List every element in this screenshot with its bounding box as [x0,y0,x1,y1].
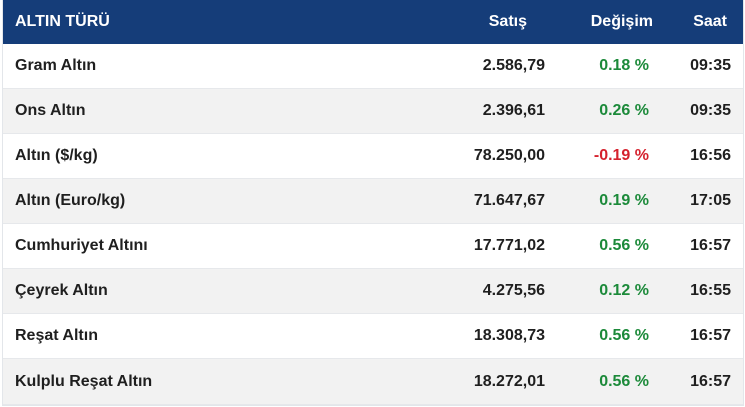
table-row[interactable]: Altın ($/kg) 78.250,00 -0.19 % 16:56 [3,134,743,179]
update-time: 09:35 [690,57,731,74]
update-time: 16:56 [690,147,731,164]
table-row[interactable]: Cumhuriyet Altını 17.771,02 0.56 % 16:57 [3,224,743,269]
update-time: 17:05 [690,192,731,209]
table-row[interactable]: Altın (Euro/kg) 71.647,67 0.19 % 17:05 [3,179,743,224]
table-header: ALTIN TÜRÜ Satış Değişim Saat [3,0,743,44]
change-percent: 0.56 % [599,237,649,254]
update-time: 16:55 [690,282,731,299]
update-time: 16:57 [690,237,731,254]
gold-type-name[interactable]: Cumhuriyet Altını [15,237,148,254]
table-row[interactable]: Gram Altın 2.586,79 0.18 % 09:35 [3,44,743,89]
header-time[interactable]: Saat [693,13,727,30]
sell-price: 17.771,02 [473,237,545,254]
sell-price: 2.396,61 [482,102,545,119]
header-gold-type[interactable]: ALTIN TÜRÜ [15,13,110,30]
update-time: 16:57 [690,372,731,390]
change-percent: -0.19 % [593,147,649,164]
update-time: 09:35 [690,102,731,119]
table-row[interactable]: Reşat Altın 18.308,73 0.56 % 16:57 [3,314,743,359]
sell-price: 4.275,56 [482,282,545,299]
change-percent: 0.18 % [599,57,649,74]
gold-type-name[interactable]: Gram Altın [15,57,97,74]
header-change[interactable]: Değişim [590,13,653,30]
change-percent: 0.26 % [599,102,649,119]
gold-type-name[interactable]: Ons Altın [15,102,86,119]
change-percent: 0.12 % [599,282,649,299]
change-percent: 0.56 % [599,372,649,390]
gold-type-name[interactable]: Reşat Altın [15,327,98,344]
gold-type-name[interactable]: Kulplu Reşat Altın [15,372,153,390]
gold-type-name[interactable]: Çeyrek Altın [15,282,108,299]
gold-type-name[interactable]: Altın ($/kg) [15,147,98,164]
header-sell-price[interactable]: Satış [488,13,527,30]
sell-price: 18.272,01 [473,372,545,390]
change-percent: 0.56 % [599,327,649,344]
table-row[interactable]: Kulplu Reşat Altın 18.272,01 0.56 % 16:5… [3,359,743,405]
sell-price: 18.308,73 [473,327,545,344]
table-row[interactable]: Ons Altın 2.396,61 0.26 % 09:35 [3,89,743,134]
change-percent: 0.19 % [599,192,649,209]
sell-price: 2.586,79 [482,57,545,74]
sell-price: 78.250,00 [473,147,545,164]
table-row[interactable]: Çeyrek Altın 4.275,56 0.12 % 16:55 [3,269,743,314]
gold-type-name[interactable]: Altın (Euro/kg) [15,192,126,209]
update-time: 16:57 [690,327,731,344]
sell-price: 71.647,67 [473,192,545,209]
